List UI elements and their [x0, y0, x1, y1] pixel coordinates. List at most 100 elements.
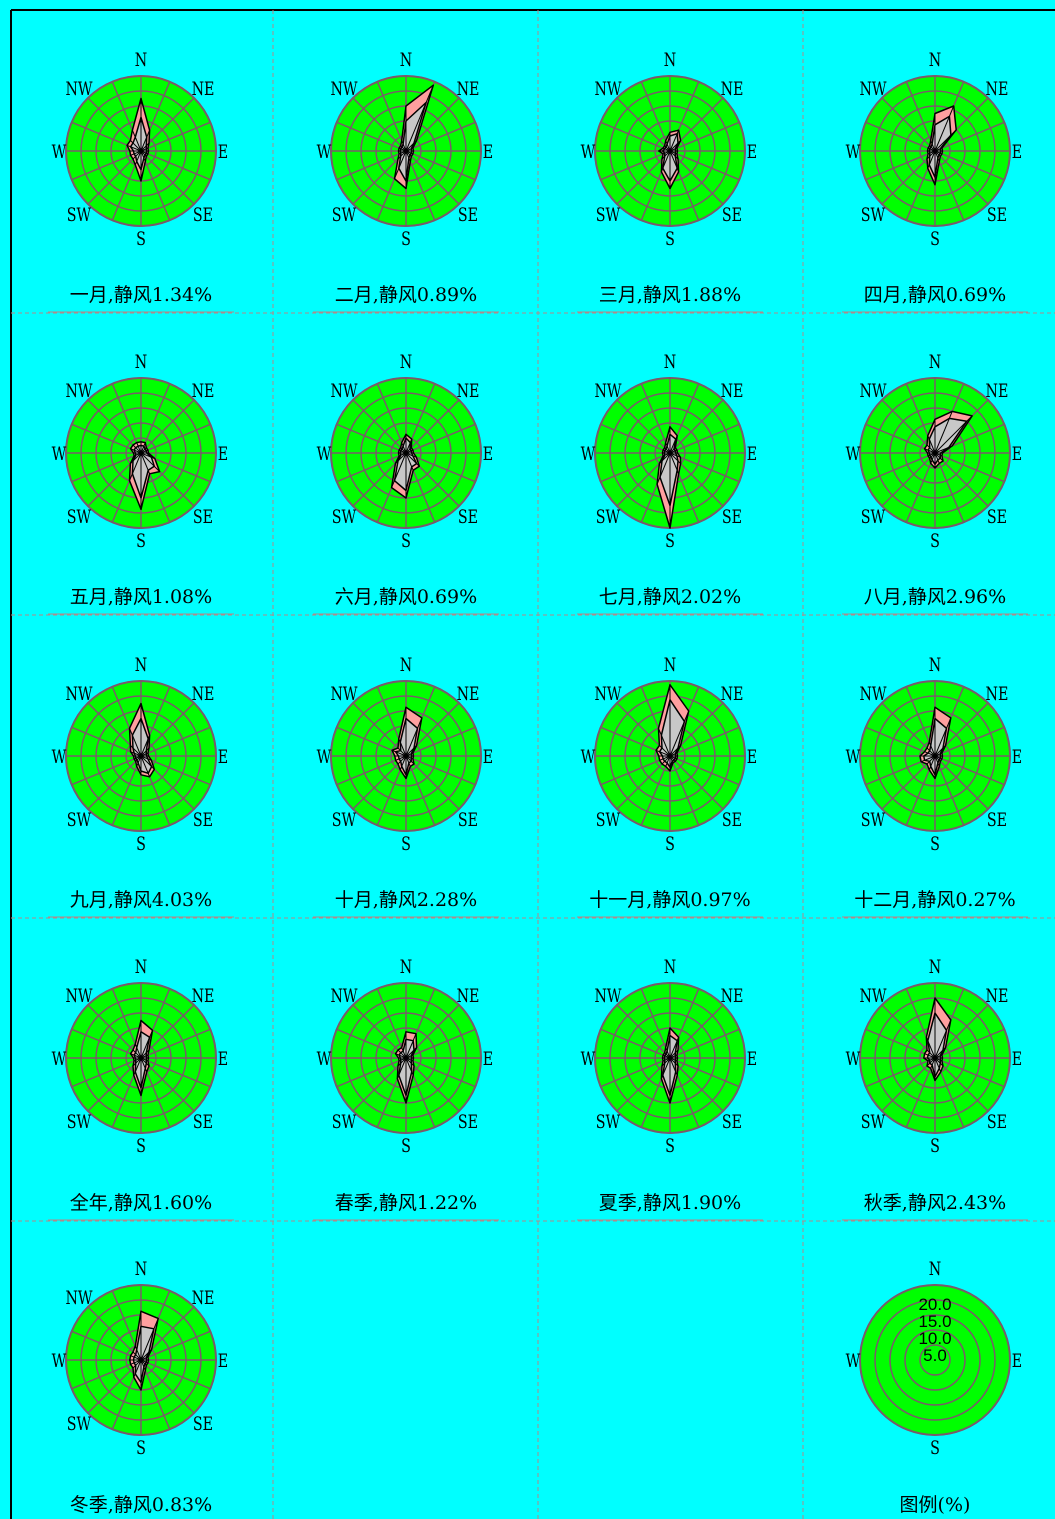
direction-label-w: W: [52, 1047, 67, 1070]
wind-rose-panel: N NE E SE S SW W NW: [317, 48, 494, 250]
rose-spoke: [140, 1057, 195, 1112]
petal-spoke: [399, 741, 407, 757]
rose-spoke: [616, 150, 671, 205]
petal-spoke: [405, 1057, 413, 1073]
panel-caption: 四月,静风0.69%: [864, 284, 1006, 306]
rose-spoke: [71, 150, 142, 181]
rose-spoke: [140, 97, 195, 152]
rose-spoke: [140, 1359, 211, 1390]
wind-rose-panel: N NE E SE S SW W NW: [52, 48, 229, 250]
rose-spoke: [865, 726, 936, 757]
direction-label-s: S: [665, 227, 675, 250]
petal-spoke: [934, 116, 950, 152]
wind-rose-panel: N NE E SE S SW W NW: [846, 653, 1023, 855]
rose-spoke: [405, 452, 476, 483]
petal-spoke: [661, 747, 671, 757]
direction-label-n: N: [135, 1257, 147, 1280]
panel-caption: 一月,静风1.34%: [70, 284, 212, 306]
rose-spoke: [865, 1057, 936, 1088]
direction-label-n: N: [929, 955, 941, 978]
petal-spoke: [394, 452, 407, 481]
rose-spoke: [71, 452, 142, 483]
direction-label-sw: SW: [332, 505, 357, 528]
rose-spoke: [111, 755, 142, 826]
direction-label-ne: NE: [721, 379, 744, 402]
direction-label-se: SE: [193, 1110, 213, 1133]
rose-spoke: [352, 1004, 407, 1059]
rose-spoke: [616, 399, 671, 454]
direction-label-ne: NE: [986, 77, 1009, 100]
rose-spoke: [87, 755, 142, 810]
direction-label-ne: NE: [986, 682, 1009, 705]
direction-label-n: N: [135, 350, 147, 373]
rose-spoke: [669, 399, 724, 454]
rose-spoke: [71, 1359, 142, 1390]
direction-label-nw: NW: [330, 77, 358, 100]
rose-spoke: [865, 452, 936, 483]
petal-spoke: [405, 728, 418, 757]
petal-spoke: [930, 755, 936, 767]
direction-label-se: SE: [193, 1412, 213, 1435]
rose-spoke: [405, 755, 460, 810]
wind-rose-panel: N NE E SE S SW W NW: [581, 955, 758, 1157]
direction-label-n: N: [929, 350, 941, 373]
petal-spoke: [405, 747, 415, 757]
direction-label-sw: SW: [332, 808, 357, 831]
direction-label-sw: SW: [67, 1412, 92, 1435]
direction-label-sw: SW: [67, 1110, 92, 1133]
petal-spoke: [662, 1057, 671, 1076]
direction-label-w: W: [846, 745, 861, 768]
direction-label-w: W: [52, 745, 67, 768]
direction-label-s: S: [930, 227, 940, 250]
petal-spoke: [140, 1057, 146, 1069]
direction-label-sw: SW: [596, 505, 621, 528]
rose-spoke: [865, 423, 936, 454]
direction-label-sw: SW: [861, 505, 886, 528]
rose-ring: [889, 1314, 981, 1406]
direction-label-ne: NE: [192, 984, 215, 1007]
rose-spoke: [881, 452, 936, 507]
direction-label-nw: NW: [65, 1286, 93, 1309]
petal-spoke: [669, 1057, 677, 1073]
direction-label-se: SE: [193, 808, 213, 831]
petal-spoke: [928, 438, 936, 454]
direction-label-se: SE: [193, 203, 213, 226]
direction-label-e: E: [1012, 442, 1022, 465]
direction-label-sw: SW: [861, 1110, 886, 1133]
petal-spoke: [132, 747, 142, 757]
petal-spoke: [405, 1049, 415, 1059]
direction-label-nw: NW: [594, 682, 622, 705]
petal-spoke: [140, 136, 148, 152]
direction-label-w: W: [846, 1349, 861, 1372]
rose-spoke: [934, 150, 989, 205]
petal-spoke: [669, 747, 679, 757]
rose-spoke: [140, 383, 171, 454]
legend-ring-label: 15.0: [918, 1312, 951, 1331]
rose-spoke: [352, 755, 407, 810]
rose-spoke: [640, 383, 671, 454]
petal-spoke: [134, 1057, 142, 1073]
petal-spoke: [934, 418, 950, 454]
rose-spoke: [405, 423, 476, 454]
rose-spoke: [669, 150, 724, 205]
direction-label-w: W: [52, 442, 67, 465]
direction-label-e: E: [1012, 1047, 1022, 1070]
direction-label-n: N: [400, 48, 412, 71]
direction-label-sw: SW: [67, 505, 92, 528]
wind-rose-panel: N NE E SE S SW W NW: [52, 350, 229, 552]
rose-spoke: [669, 726, 740, 757]
petal-spoke: [402, 143, 407, 152]
rose-spoke: [87, 150, 142, 205]
direction-label-nw: NW: [859, 984, 887, 1007]
petal-spoke: [934, 1049, 944, 1059]
rose-spoke: [140, 1330, 211, 1361]
rose-spoke: [640, 755, 671, 826]
direction-label-e: E: [218, 140, 228, 163]
petal-spoke: [934, 1030, 947, 1059]
wind-rose-panel: N NE E SE S SW W NW: [581, 350, 758, 552]
petal-spoke: [930, 745, 936, 757]
legend-ring-label: 5.0: [923, 1346, 947, 1365]
rose-spoke: [934, 452, 989, 507]
petal-spoke: [669, 142, 679, 152]
rose-spoke: [140, 121, 211, 152]
